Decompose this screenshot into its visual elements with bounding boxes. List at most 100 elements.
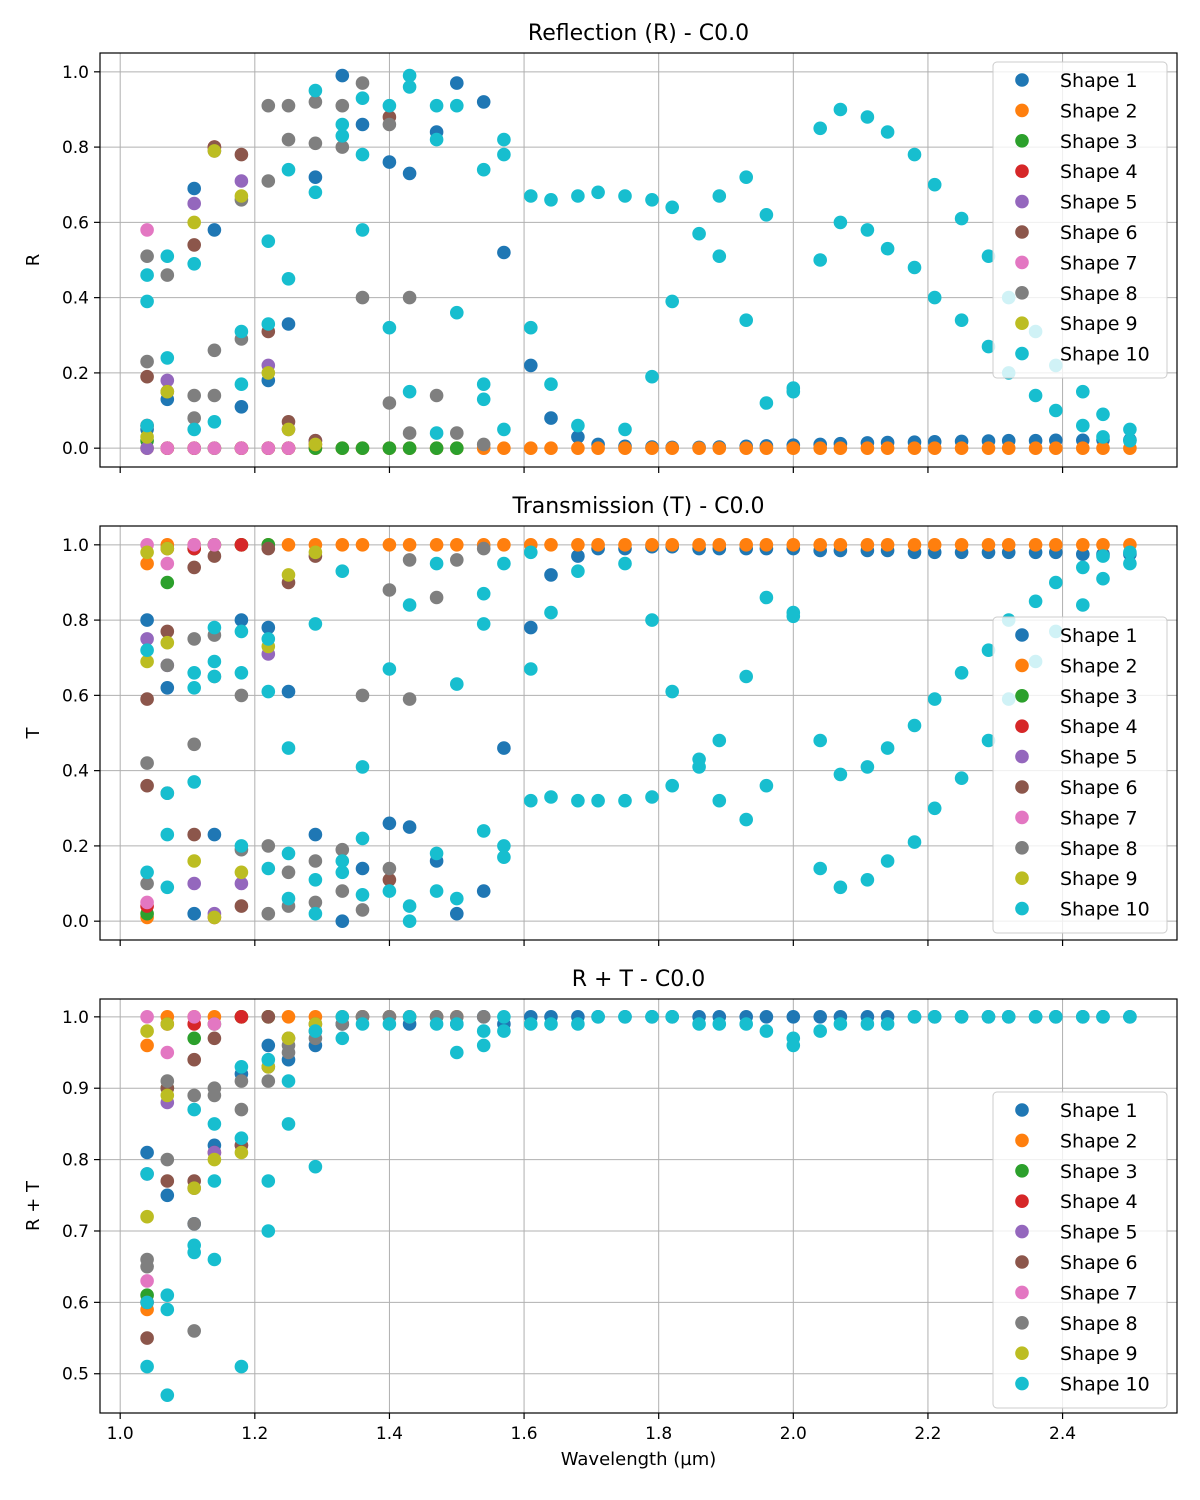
legend-marker <box>1015 1285 1029 1300</box>
data-point <box>429 426 444 440</box>
data-point <box>261 317 276 331</box>
data-point <box>907 835 922 849</box>
y-tick-label: 0.0 <box>62 439 89 459</box>
data-point <box>207 549 222 563</box>
data-point <box>160 268 175 282</box>
data-point <box>308 545 323 560</box>
data-point <box>450 538 464 552</box>
data-point <box>860 873 875 887</box>
data-point <box>234 1145 249 1160</box>
data-point <box>234 613 249 627</box>
data-point <box>618 1010 632 1024</box>
data-point <box>429 388 444 403</box>
data-point <box>187 666 201 680</box>
panel-3-y-axis-label: R + T <box>23 1180 44 1231</box>
data-point <box>759 538 774 552</box>
data-point <box>382 861 397 876</box>
data-point <box>591 793 605 808</box>
data-point <box>402 80 417 94</box>
data-point <box>281 1031 296 1046</box>
data-point <box>1049 1010 1063 1024</box>
legend-label: Shape 8 <box>1060 1313 1138 1335</box>
data-point <box>261 861 276 876</box>
legend-marker <box>1015 1133 1029 1148</box>
x-tick-label: 1.4 <box>376 1424 403 1444</box>
y-tick-label: 0.2 <box>62 364 89 384</box>
data-point <box>187 1010 201 1024</box>
data-point <box>880 538 895 552</box>
data-point <box>187 560 201 575</box>
data-point <box>308 185 323 200</box>
data-point <box>1123 1010 1137 1024</box>
data-point <box>739 1017 753 1031</box>
data-point <box>1076 441 1090 456</box>
data-point <box>591 185 605 200</box>
data-point <box>234 377 249 392</box>
data-point <box>140 249 154 263</box>
data-point <box>335 914 350 928</box>
data-point <box>1096 538 1110 552</box>
data-point <box>981 1010 996 1024</box>
data-point <box>880 854 895 868</box>
data-point <box>880 441 895 456</box>
data-point <box>234 441 249 456</box>
data-point <box>140 643 154 657</box>
data-point <box>402 899 417 913</box>
data-point <box>665 1010 679 1024</box>
data-point <box>1123 556 1137 571</box>
data-point <box>927 692 942 706</box>
data-point <box>907 147 922 162</box>
data-point <box>907 441 922 456</box>
data-point <box>261 1224 276 1238</box>
data-point <box>140 895 154 910</box>
data-point <box>645 441 659 456</box>
series-shape-9 <box>140 541 323 925</box>
data-point <box>476 1038 491 1053</box>
legend-label: Shape 2 <box>1060 655 1138 677</box>
data-point <box>160 658 175 673</box>
data-point <box>450 891 464 906</box>
data-point <box>833 102 848 117</box>
data-point <box>308 1024 323 1038</box>
data-point <box>450 1017 464 1031</box>
data-point <box>786 609 801 624</box>
legend-label: Shape 2 <box>1060 100 1138 122</box>
data-point <box>571 430 585 444</box>
data-point <box>497 441 511 456</box>
data-point <box>355 91 370 105</box>
data-point <box>261 906 276 921</box>
data-point <box>860 538 875 552</box>
data-point <box>382 816 397 831</box>
data-point <box>281 568 296 582</box>
panel-3-points <box>140 1010 1137 1402</box>
data-point <box>187 196 201 211</box>
data-point <box>187 1217 201 1231</box>
data-point <box>833 538 848 552</box>
data-point <box>207 1031 222 1046</box>
data-point <box>645 1010 659 1024</box>
data-point <box>402 426 417 440</box>
y-tick-label: 1.0 <box>62 1008 89 1028</box>
legend-label: Shape 3 <box>1060 131 1138 153</box>
data-point <box>476 1024 491 1038</box>
data-point <box>234 876 249 891</box>
data-point <box>429 846 444 861</box>
data-point <box>476 541 491 556</box>
data-point <box>907 260 922 275</box>
panel-3: 1.0 1.2 1.4 1.6 1.8 2.0 2.2 2.4 0.5 0.6 0.7 0.8 0.9 1… <box>23 967 1178 1470</box>
data-point <box>927 290 942 305</box>
data-point <box>571 189 585 203</box>
data-point <box>402 598 417 612</box>
data-point <box>591 441 605 456</box>
data-point <box>234 666 249 680</box>
data-point <box>429 441 444 456</box>
data-point <box>786 538 801 552</box>
data-point <box>261 366 276 380</box>
legend-label: Shape 2 <box>1060 1130 1138 1152</box>
legend-label: Shape 6 <box>1060 222 1138 244</box>
data-point <box>261 1074 276 1088</box>
data-point <box>954 441 969 456</box>
legend-marker <box>1015 628 1029 642</box>
data-point <box>187 876 201 891</box>
data-point <box>281 441 296 456</box>
